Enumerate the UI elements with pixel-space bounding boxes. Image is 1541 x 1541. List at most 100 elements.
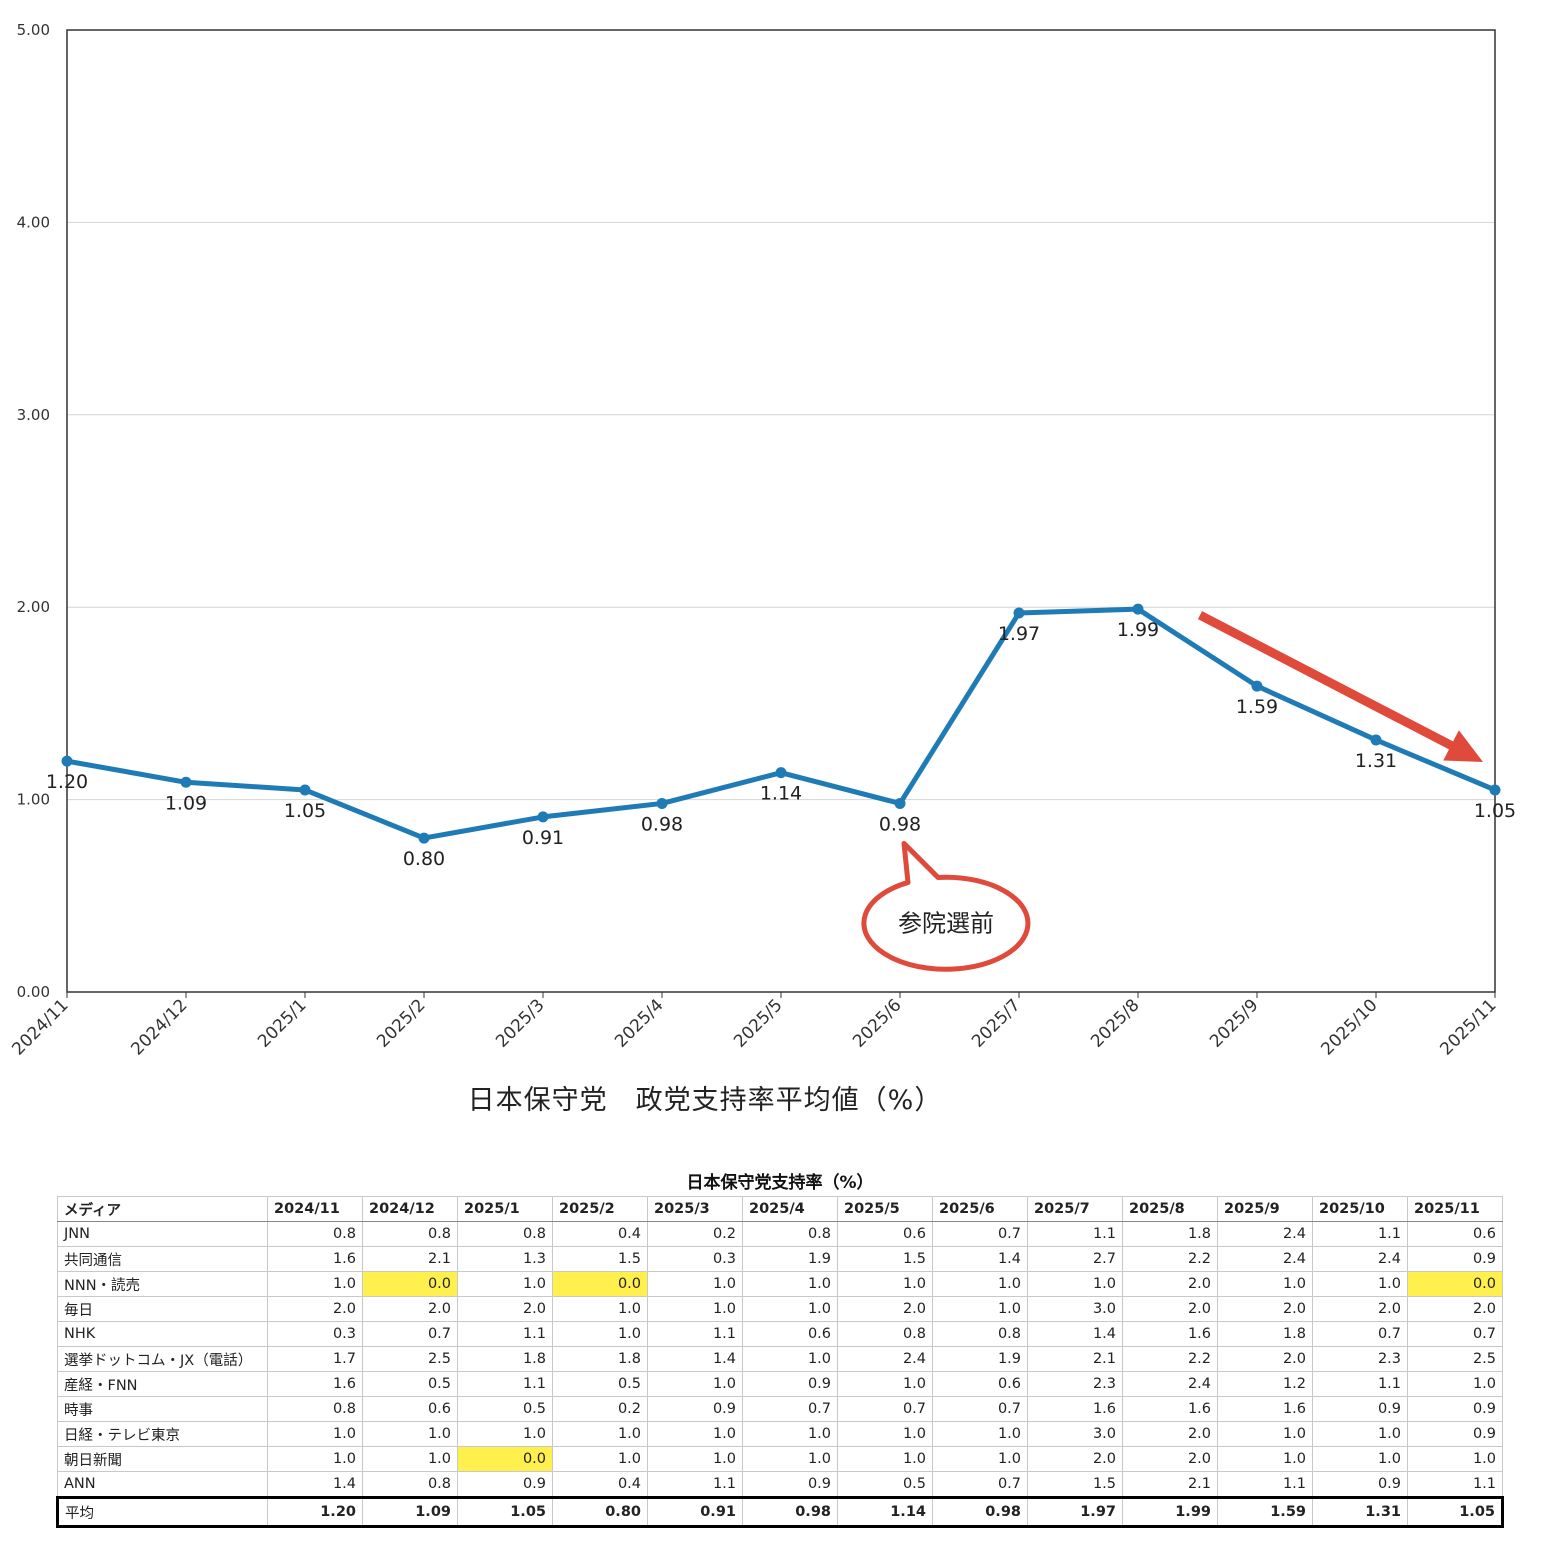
row-label: 平均 (56, 1496, 268, 1528)
table-cell: 0.7 (742, 1396, 838, 1422)
table-cell: 1.7 (267, 1346, 363, 1372)
table-cell: 1.09 (362, 1496, 458, 1528)
table-cell: 0.9 (742, 1471, 838, 1498)
table-row: 日経・テレビ東京 1.0 1.0 1.0 1.0 1.0 1.0 1.0 1.0 3.0 2.0 1.… (57, 1421, 1503, 1447)
table-cell: 1.0 (742, 1271, 838, 1297)
table-cell: 1.0 (552, 1421, 648, 1447)
table-cell: 2.1 (1027, 1346, 1123, 1372)
column-header: 2024/11 (267, 1196, 363, 1222)
callout-text: 参院選前 (898, 909, 994, 937)
data-point (1013, 607, 1025, 619)
header-media: メディア (57, 1196, 268, 1222)
table-cell: 0.6 (1407, 1221, 1503, 1247)
table-cell: 1.0 (1027, 1271, 1123, 1297)
table-cell: 1.0 (742, 1296, 838, 1322)
table-cell: 0.5 (552, 1371, 648, 1397)
table-cell: 2.0 (1122, 1421, 1218, 1447)
table-body: JNN 0.8 0.8 0.8 0.4 0.2 0.8 0.6 0.7 1.1 1.8 2.4 1.1 0… (56, 1221, 1504, 1528)
data-label: 1.09 (165, 792, 207, 814)
table-cell: 1.1 (1027, 1221, 1123, 1247)
table-cell: 0.98 (742, 1496, 838, 1528)
table-cell: 1.0 (742, 1346, 838, 1372)
table-cell: 0.8 (457, 1221, 553, 1247)
x-tick-label: 2025/11 (1436, 995, 1500, 1059)
data-label: 0.98 (879, 813, 921, 835)
x-tick-label: 2025/7 (968, 995, 1024, 1051)
table-cell: 1.8 (1217, 1321, 1313, 1347)
table-cell: 1.0 (457, 1421, 553, 1447)
table-cell: 0.8 (362, 1221, 458, 1247)
table-cell: 0.8 (742, 1221, 838, 1247)
table-cell: 2.0 (1027, 1446, 1123, 1472)
table-row: 時事 0.8 0.6 0.5 0.2 0.9 0.7 0.7 0.7 1.6 1.6 1.6 0.9 0.… (57, 1396, 1503, 1422)
data-point (1489, 784, 1501, 796)
table-cell: 0.2 (647, 1221, 743, 1247)
x-tick-label: 2025/1 (254, 995, 310, 1051)
table-row: ANN 1.4 0.8 0.9 0.4 1.1 0.9 0.5 0.7 1.5 2.1 1.1 0.9 1… (57, 1471, 1503, 1498)
data-label: 1.31 (1355, 750, 1397, 772)
table-cell: 1.4 (267, 1471, 363, 1498)
chart-title: 日本保守党 政党支持率平均値（%） (467, 1085, 943, 1116)
table-cell: 1.0 (742, 1446, 838, 1472)
table-cell: 1.0 (1407, 1371, 1503, 1397)
annotations: 参院選前 (861, 611, 1483, 972)
table-cell: 2.3 (1027, 1371, 1123, 1397)
table-row: NNN・読売 1.0 0.0 1.0 0.0 1.0 1.0 1.0 1.0 1.0 2.0 1.0 1… (57, 1271, 1503, 1297)
row-label: NNN・読売 (57, 1271, 268, 1297)
row-label: 朝日新聞 (57, 1446, 268, 1472)
table-cell: 3.0 (1027, 1296, 1123, 1322)
table-cell: 0.9 (1407, 1396, 1503, 1422)
table-row: 毎日 2.0 2.0 2.0 1.0 1.0 1.0 2.0 1.0 3.0 2.0 2.0 2.0 2.… (57, 1296, 1503, 1322)
table-cell: 2.0 (837, 1296, 933, 1322)
table-cell: 1.0 (267, 1271, 363, 1297)
table-cell: 1.0 (552, 1296, 648, 1322)
table-cell: 1.0 (1407, 1446, 1503, 1472)
table-cell: 1.6 (267, 1371, 363, 1397)
column-header: 2025/5 (837, 1196, 933, 1222)
table-cell: 1.1 (457, 1371, 553, 1397)
y-axis-ticks: 0.00 1.00 2.00 3.00 4.00 5.00 (17, 21, 50, 1001)
table-cell: 0.5 (362, 1371, 458, 1397)
x-tick-label: 2025/3 (492, 995, 548, 1051)
data-point (1132, 603, 1144, 615)
table-cell: 0.5 (837, 1471, 933, 1498)
table-cell: 0.7 (1312, 1321, 1408, 1347)
data-label: 1.97 (998, 623, 1040, 645)
table-cell: 1.0 (932, 1296, 1028, 1322)
row-label: NHK (57, 1321, 268, 1347)
table-cell: 2.0 (1217, 1296, 1313, 1322)
table-cell: 2.4 (1122, 1371, 1218, 1397)
table-cell: 0.6 (742, 1321, 838, 1347)
table-cell: 1.6 (267, 1246, 363, 1272)
table-cell: 1.6 (1122, 1396, 1218, 1422)
table-cell: 0.9 (742, 1371, 838, 1397)
table-cell: 1.9 (742, 1246, 838, 1272)
table-row: 産経・FNN 1.6 0.5 1.1 0.5 1.0 0.9 1.0 0.6 2.3 2.4 1.2 1… (57, 1371, 1503, 1397)
table-cell: 1.8 (552, 1346, 648, 1372)
table-cell: 1.05 (1407, 1496, 1504, 1528)
table-cell: 1.8 (457, 1346, 553, 1372)
column-header: 2025/4 (742, 1196, 838, 1222)
table-cell: 2.0 (1122, 1271, 1218, 1297)
table-cell: 1.4 (647, 1346, 743, 1372)
table-cell: 1.0 (362, 1446, 458, 1472)
table-cell: 0.0 (362, 1271, 458, 1297)
table-cell: 1.6 (1217, 1396, 1313, 1422)
table-cell: 1.8 (1122, 1221, 1218, 1247)
table-cell: 1.0 (1217, 1421, 1313, 1447)
table-cell: 1.0 (362, 1421, 458, 1447)
data-point (894, 797, 906, 809)
table-cell: 3.0 (1027, 1421, 1123, 1447)
chart-gridlines (67, 221, 1495, 801)
data-labels: 1.20 1.09 1.05 0.80 0.91 0.98 1.14 0.98 1.97 1.99… (46, 619, 1516, 870)
table-cell: 1.0 (267, 1446, 363, 1472)
table-cell: 1.1 (1312, 1371, 1408, 1397)
x-tick-label: 2024/11 (8, 995, 72, 1059)
table-cell: 0.91 (647, 1496, 743, 1528)
data-label: 1.99 (1117, 619, 1159, 641)
table-cell: 1.5 (837, 1246, 933, 1272)
table-cell: 2.5 (1407, 1346, 1503, 1372)
x-tick-label: 2025/2 (373, 995, 429, 1051)
table-cell: 1.1 (647, 1471, 743, 1498)
table-cell: 2.3 (1312, 1346, 1408, 1372)
